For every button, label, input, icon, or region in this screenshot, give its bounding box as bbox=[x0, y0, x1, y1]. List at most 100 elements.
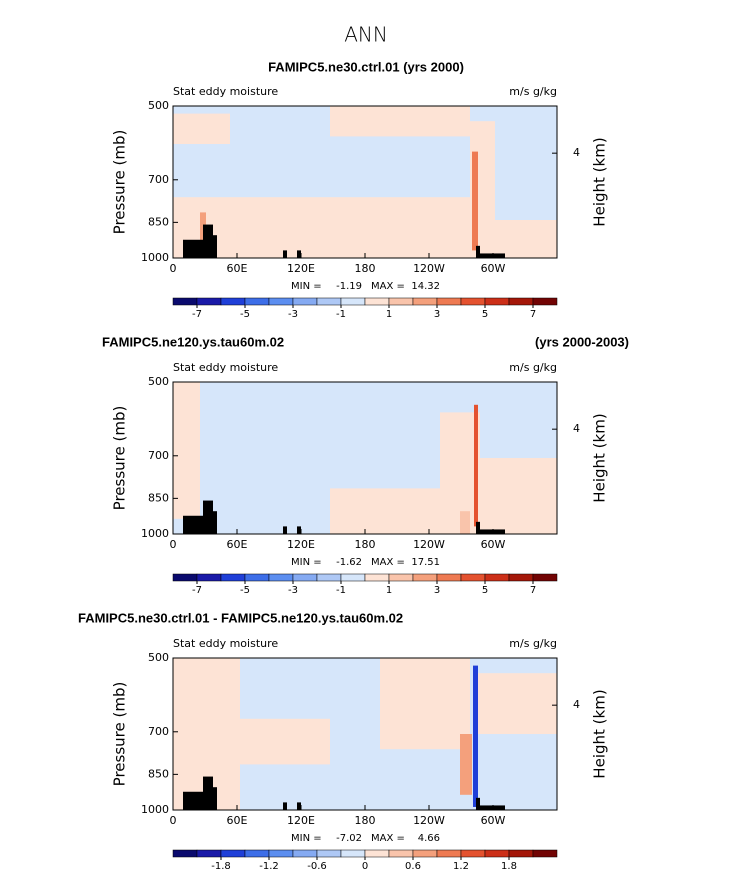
topography bbox=[283, 526, 287, 534]
x-tick-label: 120E bbox=[287, 538, 315, 551]
right-label: m/s g/kg bbox=[509, 361, 557, 374]
x-tick-label: 120W bbox=[413, 262, 445, 275]
y2-tick-label: 4 bbox=[573, 698, 580, 711]
panel-title: FAMIPC5.ne30.ctrl.01 - FAMIPC5.ne120.ys.… bbox=[78, 610, 403, 625]
figure-title: ANN bbox=[344, 23, 388, 47]
max-value: 14.32 bbox=[411, 281, 440, 292]
y2-axis-label: Height (km) bbox=[591, 137, 609, 226]
colorbar-label: 1.8 bbox=[501, 861, 517, 872]
colorbar-box bbox=[412, 573, 438, 582]
colorbar-box bbox=[244, 849, 270, 858]
field-patch bbox=[330, 106, 470, 137]
min-value: -1.19 bbox=[336, 281, 362, 292]
colorbar-box bbox=[436, 849, 462, 858]
colorbar-box bbox=[532, 297, 558, 306]
y-tick-label: 500 bbox=[148, 651, 169, 664]
colorbar-box bbox=[484, 297, 510, 306]
min-label: MIN = bbox=[291, 281, 322, 292]
max-value: 4.66 bbox=[418, 833, 440, 844]
topography bbox=[297, 250, 301, 258]
topography bbox=[203, 776, 213, 810]
x-tick-label: 60E bbox=[227, 538, 248, 551]
field-patch bbox=[472, 151, 478, 251]
y2-tick-label: 4 bbox=[573, 422, 580, 435]
colorbar-box bbox=[436, 297, 462, 306]
y-tick-label: 500 bbox=[148, 375, 169, 388]
y-tick-label: 700 bbox=[148, 449, 169, 462]
colorbar-box bbox=[292, 849, 318, 858]
y2-axis-label: Height (km) bbox=[591, 413, 609, 502]
colorbar-box bbox=[484, 573, 510, 582]
topography bbox=[213, 787, 217, 810]
colorbar-label: 5 bbox=[482, 309, 488, 320]
panel-title: FAMIPC5.ne120.ys.tau60m.02 bbox=[102, 334, 284, 349]
x-tick-label: 0 bbox=[170, 262, 177, 275]
colorbar-box bbox=[196, 297, 222, 306]
colorbar-box bbox=[196, 573, 222, 582]
colorbar-box bbox=[196, 849, 222, 858]
colorbar-box bbox=[244, 297, 270, 306]
field-patch bbox=[495, 220, 557, 258]
colorbar-box bbox=[436, 573, 462, 582]
colorbar-label: 5 bbox=[482, 585, 488, 596]
colorbar-box bbox=[412, 297, 438, 306]
colorbar-box bbox=[412, 849, 438, 858]
colorbar-box bbox=[340, 573, 366, 582]
field-patch bbox=[240, 718, 330, 765]
field-patch bbox=[480, 458, 557, 534]
colorbar-label: -1.8 bbox=[211, 861, 231, 872]
topography bbox=[183, 515, 203, 534]
y-tick-label: 850 bbox=[148, 767, 169, 780]
x-tick-label: 120E bbox=[287, 814, 315, 827]
colorbar-label: -7 bbox=[192, 309, 202, 320]
x-tick-label: 60W bbox=[481, 262, 506, 275]
colorbar-box bbox=[388, 297, 414, 306]
x-tick-label: 0 bbox=[170, 814, 177, 827]
x-tick-label: 180 bbox=[355, 262, 376, 275]
y-tick-label: 850 bbox=[148, 491, 169, 504]
panel-title: FAMIPC5.ne30.ctrl.01 (yrs 2000) bbox=[268, 59, 464, 74]
colorbar-box bbox=[532, 849, 558, 858]
left-label: Stat eddy moisture bbox=[173, 637, 278, 650]
right-label: m/s g/kg bbox=[509, 85, 557, 98]
topography bbox=[297, 526, 301, 534]
colorbar-label: 0.6 bbox=[405, 861, 421, 872]
colorbar-box bbox=[220, 297, 246, 306]
colorbar-label: 3 bbox=[434, 585, 440, 596]
colorbar-box bbox=[388, 573, 414, 582]
y-tick-label: 700 bbox=[148, 173, 169, 186]
panel: FAMIPC5.ne120.ys.tau60m.02 (yrs 2000-2003… bbox=[102, 334, 629, 596]
colorbar-box bbox=[316, 849, 342, 858]
colorbar-label: -5 bbox=[240, 309, 250, 320]
max-label: MAX = bbox=[371, 281, 405, 292]
colorbar-label: -0.6 bbox=[307, 861, 327, 872]
colorbar-label: 7 bbox=[530, 309, 536, 320]
colorbar-box bbox=[172, 849, 198, 858]
y-tick-label: 1000 bbox=[141, 251, 169, 264]
colorbar-label: -3 bbox=[288, 585, 298, 596]
colorbar-box bbox=[460, 573, 486, 582]
colorbar-box bbox=[340, 849, 366, 858]
colorbar-box bbox=[268, 849, 294, 858]
colorbar-label: -1 bbox=[336, 309, 346, 320]
y-tick-label: 700 bbox=[148, 725, 169, 738]
min-label: MIN = bbox=[291, 557, 322, 568]
colorbar-label: -1.2 bbox=[259, 861, 279, 872]
colorbar-label: -3 bbox=[288, 309, 298, 320]
colorbar-label: 3 bbox=[434, 309, 440, 320]
max-label: MAX = bbox=[371, 557, 405, 568]
y2-axis-label: Height (km) bbox=[591, 689, 609, 778]
left-label: Stat eddy moisture bbox=[173, 85, 278, 98]
y2-tick-label: 4 bbox=[573, 146, 580, 159]
colorbar-label: 1 bbox=[386, 585, 392, 596]
panel: FAMIPC5.ne30.ctrl.01 (yrs 2000) Stat eddy… bbox=[111, 59, 609, 320]
colorbar-box bbox=[220, 573, 246, 582]
min-value: -1.62 bbox=[336, 557, 362, 568]
colorbar-label: 0 bbox=[362, 861, 368, 872]
colorbar-box bbox=[292, 297, 318, 306]
x-tick-label: 180 bbox=[355, 538, 376, 551]
colorbar-box bbox=[364, 297, 390, 306]
min-label: MIN = bbox=[291, 833, 322, 844]
topography bbox=[476, 521, 480, 534]
